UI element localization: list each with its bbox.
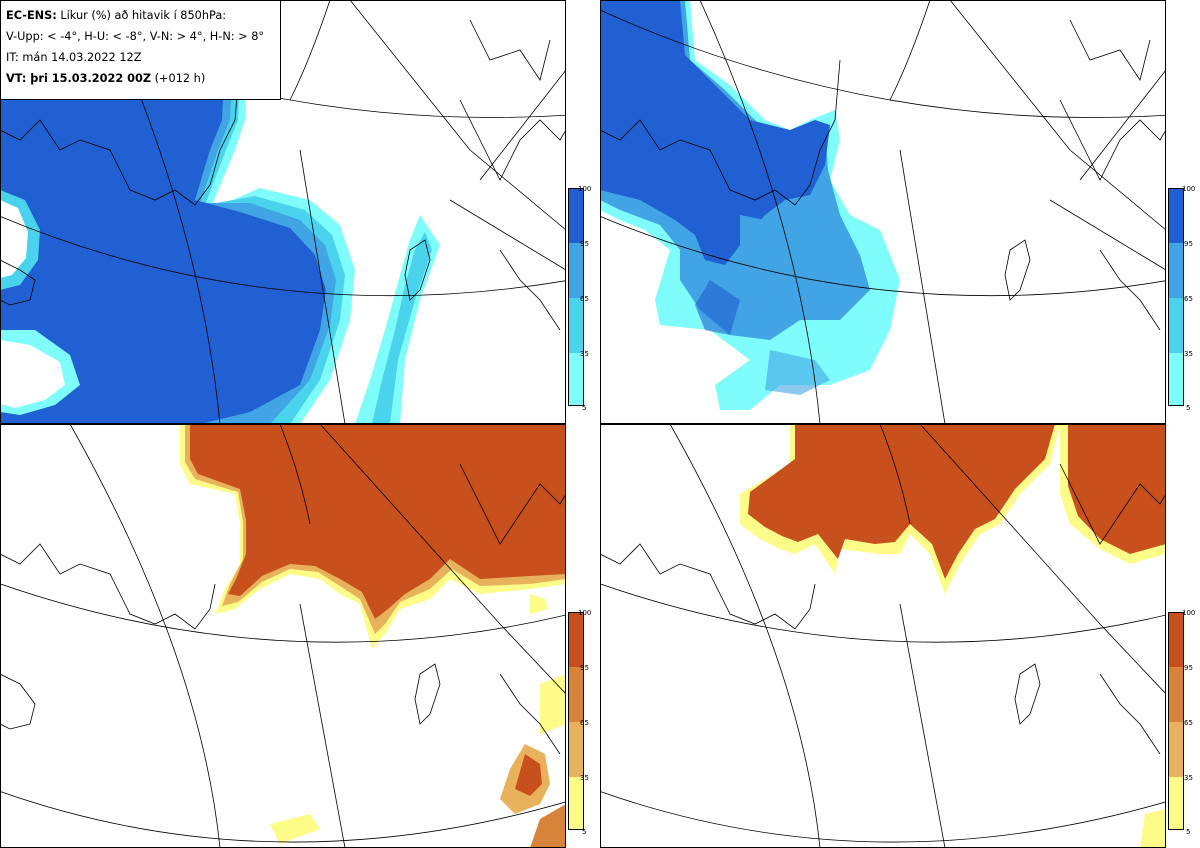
colorbar-tick: 65 bbox=[1184, 719, 1193, 727]
colorbar-segment bbox=[568, 298, 584, 353]
colorbar-tick: 65 bbox=[1184, 295, 1193, 303]
coastlines bbox=[600, 463, 1166, 755]
map-v-n bbox=[0, 424, 566, 848]
colorbar-segment bbox=[1168, 353, 1184, 406]
colorbar-segment bbox=[1168, 722, 1184, 777]
colorbar-tick: 5 bbox=[1186, 828, 1191, 836]
colorbar-frame bbox=[568, 612, 584, 830]
map-panel-h-u bbox=[600, 0, 1166, 424]
graticule bbox=[600, 0, 1166, 424]
colorbar-blue-2 bbox=[1168, 188, 1198, 408]
colorbar-tick: 100 bbox=[1182, 185, 1196, 193]
colorbar-tick: 95 bbox=[580, 664, 589, 672]
graticule bbox=[600, 424, 1166, 848]
colorbar-blue bbox=[568, 188, 598, 408]
colorbar-tick: 5 bbox=[582, 828, 587, 836]
map-panel-v-upp bbox=[0, 0, 566, 424]
colorbar-frame bbox=[568, 188, 584, 406]
legend-line-3: IT: mán 14.03.2022 12Z bbox=[6, 51, 142, 64]
map-legend-box: EC-ENS: Líkur (%) að hitavik í 850hPa: V… bbox=[0, 0, 281, 100]
colorbar-tick: 100 bbox=[578, 609, 592, 617]
colorbar-tick: 65 bbox=[580, 719, 589, 727]
colorbar-segment bbox=[1168, 188, 1184, 243]
map-v-upp bbox=[0, 0, 566, 424]
colorbar-orange bbox=[568, 612, 598, 832]
colorbar-segment bbox=[568, 777, 584, 830]
coastlines bbox=[0, 463, 566, 755]
coastlines bbox=[600, 19, 1166, 331]
legend-line-1: EC-ENS: Líkur (%) að hitavik í 850hPa: bbox=[6, 9, 227, 22]
legend-line-2: V-Upp: < -4°, H-U: < -8°, V-N: > 4°, H-N… bbox=[6, 30, 265, 43]
probability-field-warm bbox=[740, 424, 1166, 848]
colorbar-tick: 65 bbox=[580, 295, 589, 303]
colorbar-tick: 100 bbox=[1182, 609, 1196, 617]
colorbar-segment bbox=[1168, 667, 1184, 722]
probability-field-warm bbox=[180, 424, 566, 848]
map-h-n bbox=[600, 424, 1166, 848]
colorbar-tick: 5 bbox=[582, 404, 587, 412]
probability-field-cold bbox=[0, 0, 440, 424]
colorbar-segment bbox=[568, 243, 584, 298]
colorbar-tick: 95 bbox=[1184, 664, 1193, 672]
colorbar-frame bbox=[1168, 612, 1184, 830]
colorbar-tick: 35 bbox=[580, 350, 589, 358]
colorbar-segment bbox=[568, 612, 584, 667]
colorbar-orange-2 bbox=[1168, 612, 1198, 832]
colorbar-segment bbox=[568, 667, 584, 722]
colorbar-frame bbox=[1168, 188, 1184, 406]
colorbar-segment bbox=[1168, 777, 1184, 830]
legend-line-4: VT: þri 15.03.2022 00Z (+012 h) bbox=[6, 72, 206, 85]
colorbar-segment bbox=[1168, 298, 1184, 353]
colorbar-tick: 35 bbox=[580, 774, 589, 782]
colorbar-segment bbox=[568, 353, 584, 406]
map-panel-h-n bbox=[600, 424, 1166, 848]
probability-field-cold bbox=[600, 0, 900, 410]
coastlines bbox=[0, 19, 566, 331]
colorbar-tick: 95 bbox=[1184, 240, 1193, 248]
colorbar-tick: 100 bbox=[578, 185, 592, 193]
graticule bbox=[0, 424, 566, 848]
colorbar-segment bbox=[568, 722, 584, 777]
colorbar-tick: 5 bbox=[1186, 404, 1191, 412]
colorbar-tick: 95 bbox=[580, 240, 589, 248]
colorbar-tick: 35 bbox=[1184, 350, 1193, 358]
map-h-u bbox=[600, 0, 1166, 424]
colorbar-tick: 35 bbox=[1184, 774, 1193, 782]
colorbar-segment bbox=[1168, 612, 1184, 667]
colorbar-segment bbox=[1168, 243, 1184, 298]
colorbar-segment bbox=[568, 188, 584, 243]
map-panel-v-n bbox=[0, 424, 566, 848]
